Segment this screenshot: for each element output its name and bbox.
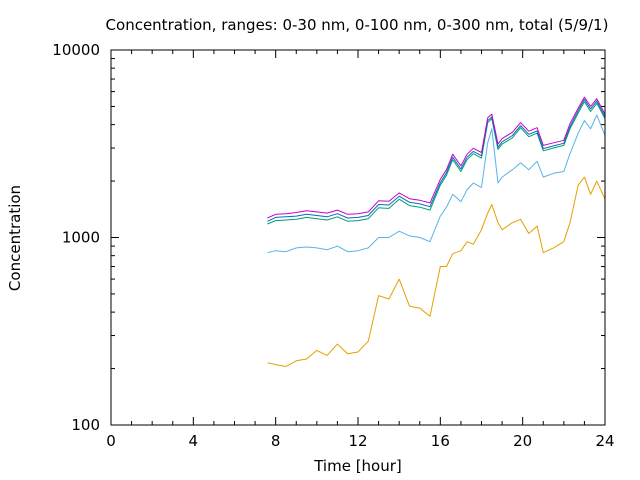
x-tick-label: 16 <box>431 432 450 450</box>
x-tick-label: 20 <box>513 432 532 450</box>
y-tick-label: 10000 <box>52 41 100 59</box>
axes: 0 4 8 12 16 20 24 100 1000 10000 <box>52 41 614 450</box>
x-axis-label: Time [hour] <box>313 457 402 475</box>
y-axis-label: Concentration <box>6 185 24 291</box>
series-line-1 <box>267 114 606 254</box>
plot-frame <box>110 49 606 426</box>
chart-title: Concentration, ranges: 0-30 nm, 0-100 nm… <box>106 16 609 34</box>
series-line-0 <box>267 176 606 367</box>
x-tick-label: 24 <box>595 432 614 450</box>
x-tick-label: 12 <box>348 432 367 450</box>
x-tick-label: 8 <box>271 432 281 450</box>
series-line-3 <box>267 98 606 222</box>
y-tick-label: 1000 <box>62 229 100 247</box>
series-lines <box>267 96 606 367</box>
x-tick-label: 0 <box>106 432 116 450</box>
series-line-4 <box>267 96 606 219</box>
y-tick-label: 100 <box>71 416 100 434</box>
x-tick-label: 4 <box>189 432 199 450</box>
series-line-2 <box>267 101 606 225</box>
